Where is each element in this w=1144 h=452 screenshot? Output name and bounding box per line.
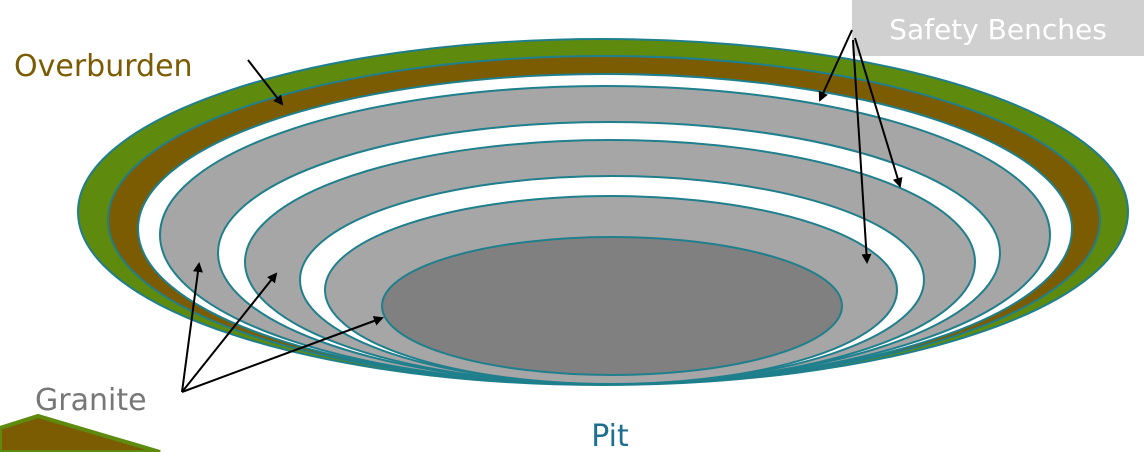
arrow [854,37,903,188]
ground-edge [0,413,161,452]
safety-benches-label: Safety Benches [889,13,1107,46]
overburden-label: Overburden [14,49,193,84]
pit-rings [77,38,1129,386]
arrow [818,29,853,102]
arrow [181,316,384,393]
pit-floor [381,236,843,376]
arrow [247,59,284,106]
arrows [181,29,903,393]
pit-label: Pit [591,419,629,452]
label-box [852,0,1144,56]
arrow [852,39,872,264]
arrow [181,262,203,393]
granite-label: Granite [35,383,147,418]
arrow [181,272,278,393]
